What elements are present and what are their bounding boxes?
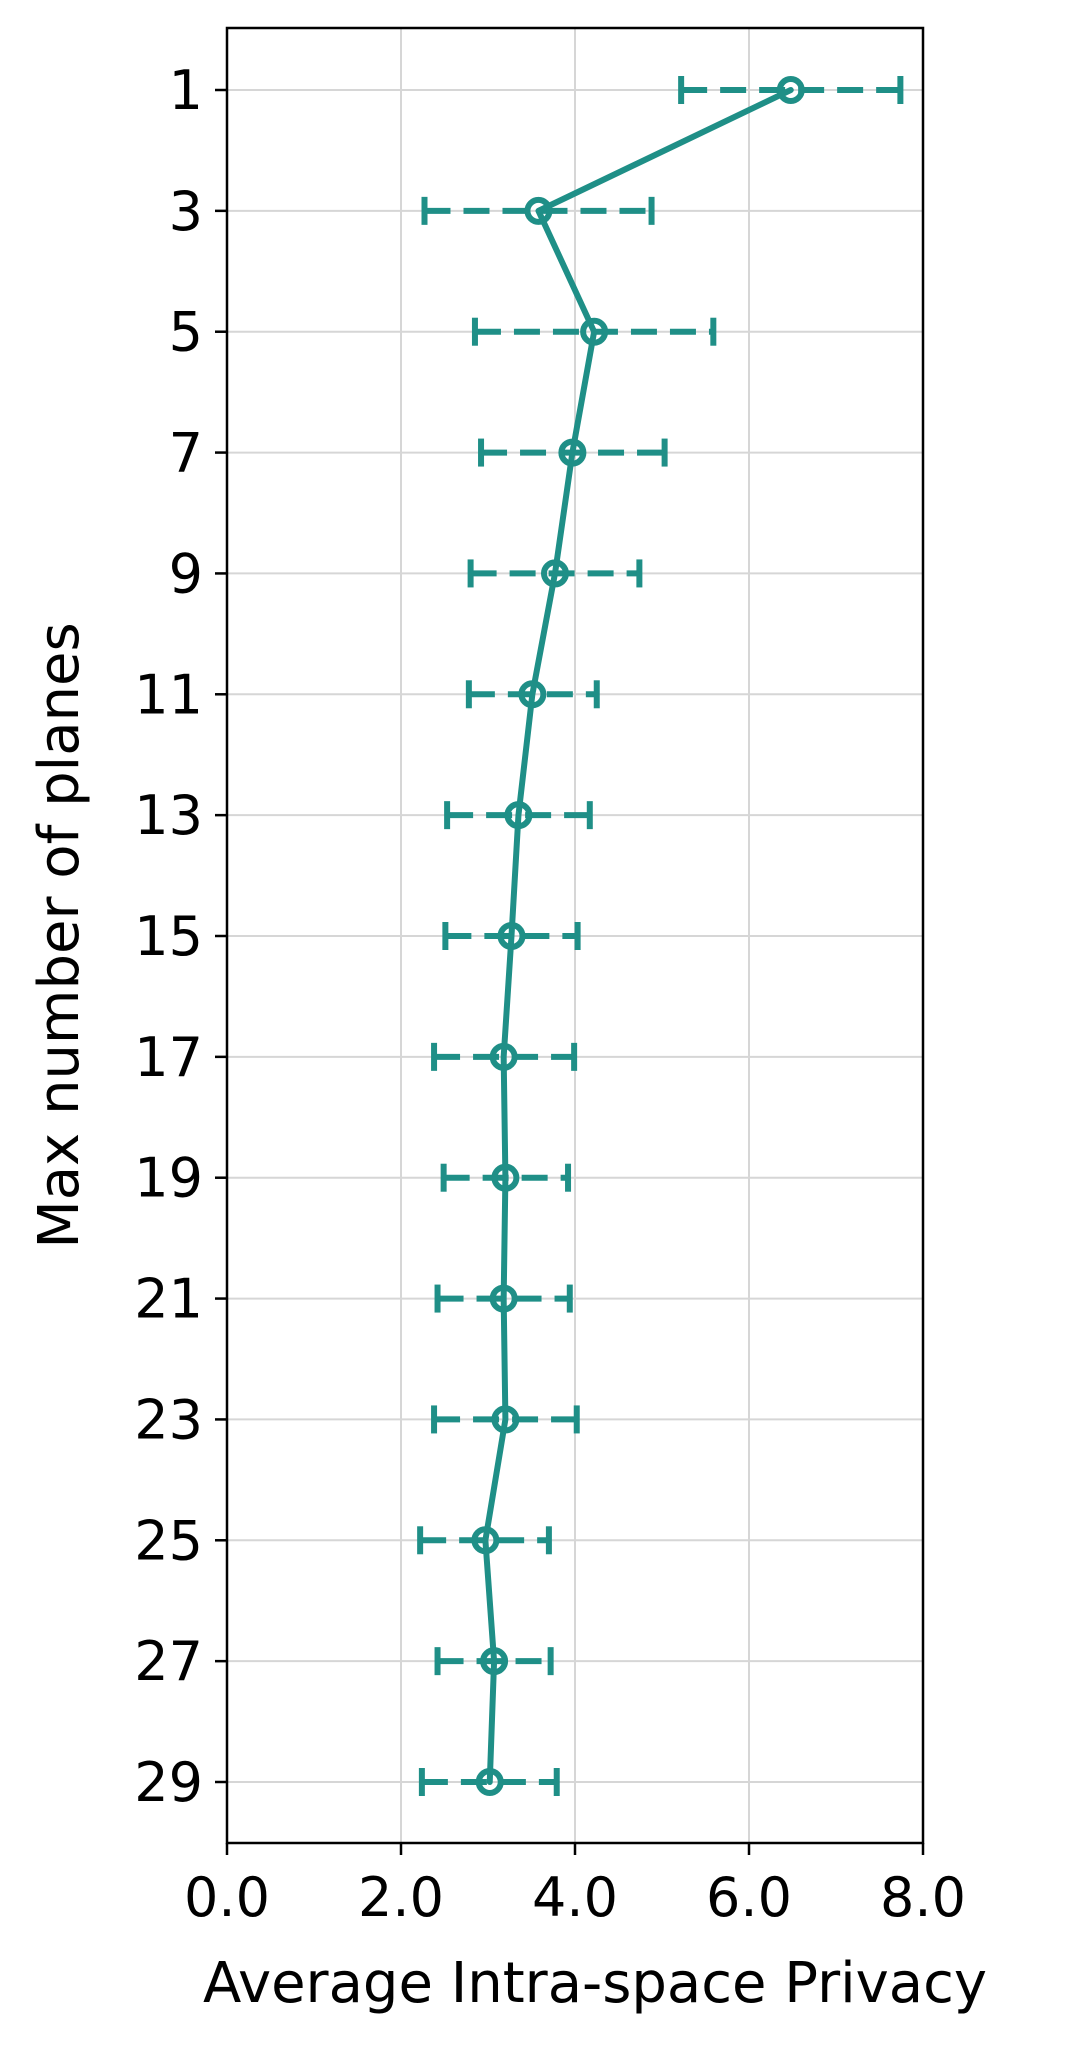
y-tick-label: 1	[169, 59, 203, 122]
data-point	[558, 438, 587, 467]
series-line-layer	[482, 87, 794, 1785]
y-axis-title: Max number of planes	[27, 622, 92, 1248]
series-markers	[471, 76, 805, 1796]
x-axis-ticks: 0.0 2.0 4.0 6.0 8.0	[184, 1843, 966, 1929]
data-point	[518, 680, 547, 709]
y-tick-label: 27	[134, 1630, 203, 1693]
x-tick-label: 2.0	[358, 1866, 444, 1929]
y-tick-label: 5	[169, 301, 203, 364]
data-point	[776, 76, 805, 104]
data-point	[540, 559, 569, 588]
data-point	[580, 317, 609, 346]
y-tick-label: 21	[134, 1268, 203, 1331]
data-point	[489, 1284, 518, 1313]
y-tick-label: 17	[134, 1026, 203, 1089]
y-tick-label: 11	[134, 663, 203, 726]
y-tick-label: 13	[134, 784, 203, 847]
y-tick-label: 7	[169, 422, 203, 485]
x-tick-label: 0.0	[184, 1866, 270, 1929]
data-point	[480, 1647, 509, 1676]
y-tick-label: 19	[134, 1147, 203, 1210]
data-point	[491, 1163, 520, 1192]
data-point	[497, 922, 526, 950]
grid	[227, 28, 923, 1843]
data-point	[471, 1526, 500, 1555]
y-tick-label: 9	[169, 542, 203, 605]
y-tick-label: 3	[169, 180, 203, 243]
x-axis-title: Average Intra-space Privacy	[203, 1951, 987, 2016]
y-tick-label: 23	[134, 1388, 203, 1451]
x-tick-label: 4.0	[532, 1866, 618, 1929]
y-tick-label: 29	[134, 1751, 203, 1814]
series-line	[482, 87, 794, 1785]
y-tick-label: 15	[134, 905, 203, 968]
data-point	[491, 1405, 520, 1434]
data-point	[504, 801, 533, 830]
data-point	[489, 1042, 518, 1071]
y-tick-label: 25	[134, 1509, 203, 1572]
data-point	[475, 1768, 504, 1796]
x-tick-label: 8.0	[880, 1866, 966, 1929]
x-tick-label: 6.0	[706, 1866, 792, 1929]
data-point	[524, 196, 553, 225]
